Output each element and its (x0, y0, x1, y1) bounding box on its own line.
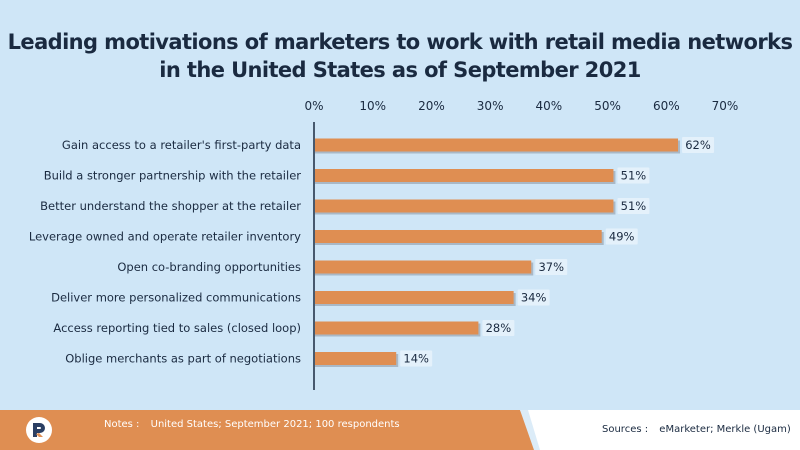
bar (315, 321, 479, 335)
bar (315, 352, 397, 365)
category-label: Deliver more personalized communications (51, 291, 301, 305)
bar (315, 169, 614, 182)
category-label: Build a stronger partnership with the re… (44, 169, 302, 183)
value-label: 51% (621, 169, 647, 183)
value-label: 37% (538, 260, 564, 274)
footer: Notes : United States; September 2021; 1… (0, 410, 800, 450)
category-label: Access reporting tied to sales (closed l… (53, 321, 301, 335)
x-tick-label: 60% (653, 99, 680, 113)
sources-label: Sources : (602, 424, 649, 435)
bar (315, 291, 514, 304)
value-label-bg (482, 320, 515, 336)
notes-text: United States; September 2021; 100 respo… (150, 419, 400, 430)
category-label: Oblige merchants as part of negotiations (65, 352, 301, 366)
bar-chart: 0% 10% 20% 30% 40% 50% 60% 70% Gain access to a … (29, 99, 739, 390)
notes-label: Notes : (104, 419, 140, 430)
footer-notes-panel: Notes : United States; September 2021; 1… (0, 410, 537, 450)
category-label: Leverage owned and operate retailer inve… (29, 230, 301, 244)
category-label: Better understand the shopper at the ret… (40, 199, 301, 213)
chart-title-line-2: in the United States as of September 202… (159, 58, 641, 82)
value-label: 49% (609, 230, 635, 244)
x-tick-label: 20% (418, 99, 445, 113)
value-label-bg (617, 198, 650, 214)
x-tick-label: 70% (712, 99, 739, 113)
bar (315, 230, 602, 243)
value-label-bg (617, 167, 650, 184)
value-label-bg (517, 289, 550, 306)
x-tick-label: 10% (359, 99, 386, 113)
value-label-bg (605, 228, 638, 245)
category-label: Open co-branding opportunities (117, 260, 301, 274)
x-tick-label: 50% (594, 99, 621, 113)
chart-title-line-1: Leading motivations of marketers to work… (7, 30, 793, 54)
footer-notes: Notes : United States; September 2021; 1… (104, 419, 400, 430)
footer-sources: Sources : eMarketer; Merkle (Ugam) (602, 424, 791, 435)
brand-logo-icon (26, 417, 52, 443)
value-label-bg (535, 259, 568, 275)
value-label: 14% (403, 352, 429, 366)
x-tick-label: 40% (536, 99, 563, 113)
value-label: 51% (621, 199, 647, 213)
x-tick-label: 0% (304, 99, 323, 113)
category-label: Gain access to a retailer's first-party … (62, 138, 301, 152)
value-label-bg (400, 350, 433, 367)
bar (315, 260, 532, 274)
value-label: 62% (685, 138, 711, 152)
bar (315, 138, 679, 152)
chart-title: Leading motivations of marketers to work… (0, 28, 800, 84)
sources-text: eMarketer; Merkle (Ugam) (659, 424, 791, 435)
value-label-bg (682, 137, 715, 153)
value-label: 34% (521, 291, 547, 305)
value-label: 28% (486, 321, 512, 335)
bar (315, 199, 614, 213)
x-tick-label: 30% (477, 99, 504, 113)
